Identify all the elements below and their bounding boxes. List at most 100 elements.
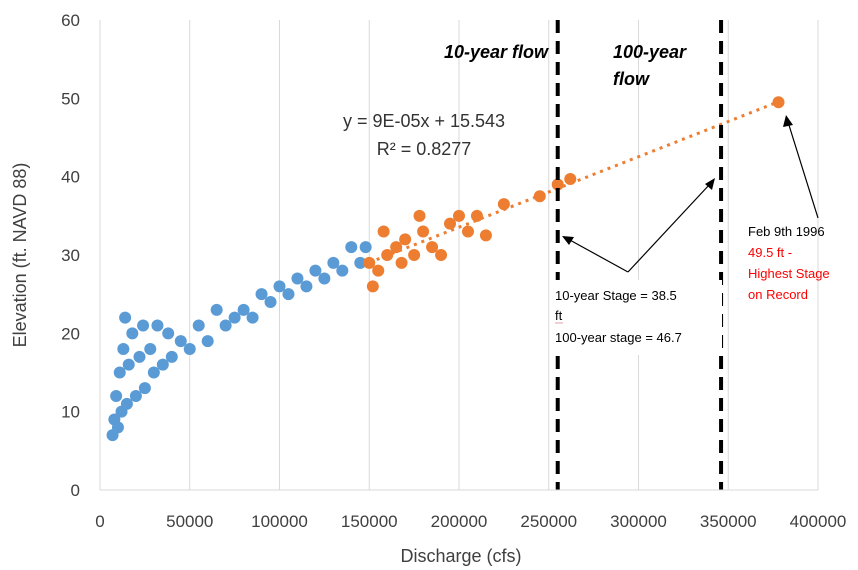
trendline bbox=[368, 100, 780, 264]
data-point bbox=[413, 209, 426, 222]
data-point bbox=[219, 319, 232, 332]
data-point bbox=[300, 280, 313, 293]
data-point bbox=[291, 272, 304, 285]
data-point bbox=[144, 343, 157, 355]
data-point bbox=[395, 256, 408, 269]
data-point bbox=[354, 256, 367, 269]
data-point bbox=[551, 178, 564, 191]
data-point bbox=[564, 173, 577, 186]
data-point bbox=[497, 198, 510, 211]
x-tick-labels: 0 50000 100000 150000 200000 250000 300000 3500… bbox=[95, 512, 846, 531]
x-tick-label: 150000 bbox=[341, 512, 398, 531]
x-tick-label: 200000 bbox=[431, 512, 488, 531]
data-point bbox=[122, 358, 135, 371]
data-point bbox=[444, 217, 457, 230]
data-point bbox=[133, 350, 146, 363]
stage-arrow-100yr bbox=[627, 183, 711, 273]
stage-annotation-box bbox=[552, 280, 722, 355]
data-point bbox=[117, 343, 130, 355]
data-point bbox=[228, 311, 241, 324]
record-arrowhead bbox=[783, 115, 793, 127]
data-point bbox=[147, 366, 160, 379]
record-date: Feb 9th 1996 bbox=[748, 224, 825, 239]
ten-year-flow-label: 10-year flow bbox=[444, 42, 549, 62]
data-point bbox=[174, 335, 187, 348]
y-tick-label: 0 bbox=[71, 481, 80, 500]
stage-100yr-text: 100-year stage = 46.7 bbox=[555, 330, 682, 345]
data-point bbox=[138, 382, 151, 395]
record-label-line3: on Record bbox=[748, 287, 808, 302]
data-point bbox=[533, 190, 546, 203]
stage-arrow-10yr bbox=[567, 238, 629, 273]
y-tick-label: 10 bbox=[61, 403, 80, 422]
data-point bbox=[435, 249, 448, 261]
x-tick-label: 250000 bbox=[520, 512, 577, 531]
data-point bbox=[273, 280, 286, 293]
record-label-line2: Highest Stage bbox=[748, 266, 830, 281]
data-point bbox=[327, 256, 340, 269]
stage-arrowhead-10yr bbox=[562, 236, 574, 245]
x-tick-label: 350000 bbox=[700, 512, 757, 531]
data-point bbox=[126, 327, 139, 340]
data-point bbox=[366, 280, 379, 293]
data-point bbox=[264, 296, 277, 308]
r-squared: R² = 0.8277 bbox=[377, 139, 472, 159]
data-point bbox=[201, 335, 214, 348]
trend-equation: y = 9E-05x + 15.543 bbox=[343, 111, 505, 131]
x-tick-label: 100000 bbox=[251, 512, 308, 531]
data-point bbox=[119, 311, 132, 324]
x-tick-label: 300000 bbox=[610, 512, 667, 531]
data-point bbox=[772, 96, 785, 109]
data-point bbox=[399, 233, 412, 246]
x-tick-label: 400000 bbox=[790, 512, 847, 531]
data-points bbox=[106, 96, 785, 442]
y-tick-label: 50 bbox=[61, 89, 80, 108]
data-point bbox=[318, 272, 331, 285]
data-point bbox=[110, 390, 123, 402]
y-tick-label: 60 bbox=[61, 11, 80, 30]
data-point bbox=[120, 397, 133, 410]
data-point bbox=[426, 241, 439, 254]
data-point bbox=[237, 303, 250, 316]
record-arrow bbox=[787, 121, 819, 219]
x-axis-title: Discharge (cfs) bbox=[400, 546, 521, 566]
hundred-year-flow-label-line1: 100-year bbox=[613, 42, 687, 62]
data-point bbox=[345, 241, 358, 254]
data-point bbox=[479, 229, 492, 242]
data-point bbox=[210, 303, 223, 316]
gridlines bbox=[99, 20, 819, 490]
x-tick-label: 50000 bbox=[166, 512, 213, 531]
data-point bbox=[156, 358, 169, 371]
record-label-line1: 49.5 ft - bbox=[748, 245, 792, 260]
y-tick-labels: 0 10 20 30 40 50 60 bbox=[61, 11, 80, 500]
data-point bbox=[282, 288, 295, 301]
data-point bbox=[111, 421, 124, 434]
data-point bbox=[309, 264, 322, 277]
hundred-year-flow-label-line2: flow bbox=[613, 69, 650, 89]
data-point bbox=[381, 249, 394, 261]
data-point bbox=[470, 209, 483, 222]
y-axis-title: Elevation (ft. NAVD 88) bbox=[10, 163, 30, 348]
data-point bbox=[162, 327, 175, 340]
data-point bbox=[113, 366, 126, 379]
data-point bbox=[129, 390, 142, 402]
y-tick-label: 40 bbox=[61, 168, 80, 187]
data-point bbox=[363, 256, 376, 269]
x-tick-label: 0 bbox=[95, 512, 104, 531]
data-point bbox=[246, 311, 259, 324]
data-point bbox=[372, 264, 385, 277]
data-point bbox=[137, 319, 150, 332]
data-point bbox=[183, 343, 196, 355]
data-point bbox=[377, 225, 390, 238]
data-point bbox=[192, 319, 205, 332]
data-point bbox=[255, 288, 268, 301]
data-point bbox=[151, 319, 164, 332]
data-point bbox=[408, 249, 421, 261]
data-point bbox=[359, 241, 372, 254]
data-point bbox=[453, 209, 465, 222]
stage-10yr-text-unit: ft bbox=[555, 308, 563, 323]
data-point bbox=[417, 225, 430, 238]
stage-arrowhead-100yr bbox=[705, 178, 715, 190]
stage-10yr-text: 10-year Stage = 38.5 bbox=[555, 288, 677, 303]
